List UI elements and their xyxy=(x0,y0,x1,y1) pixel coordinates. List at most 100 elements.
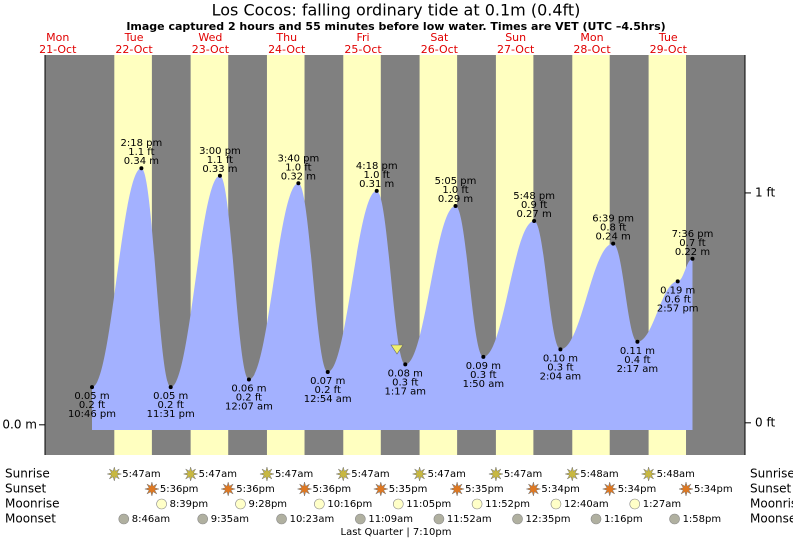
tide-label: 0.09 m xyxy=(466,361,501,372)
tide-label: 0.6 ft xyxy=(665,294,691,305)
tide-area xyxy=(91,168,693,430)
sunset-time: 5:34pm xyxy=(618,484,657,495)
tide-extreme-dot xyxy=(453,203,458,208)
tide-label: 0.11 m xyxy=(620,346,655,357)
tide-label: 0.32 m xyxy=(281,171,316,182)
tide-label: 0.7 ft xyxy=(679,238,705,249)
current-time-marker xyxy=(390,344,404,355)
day-name: Sat xyxy=(430,31,449,44)
sunrise-icon xyxy=(564,466,581,482)
day-date: 21-Oct xyxy=(39,43,77,56)
tide-label: 0.3 ft xyxy=(470,370,496,381)
sunset-time: 5:36pm xyxy=(160,484,199,495)
tide-label: 0.31 m xyxy=(359,179,394,190)
tide-extreme-dot xyxy=(481,354,486,359)
tide-label: 0.10 m xyxy=(543,353,578,364)
row-label: Moonrise xyxy=(750,497,793,511)
sunrise-time: 5:47am xyxy=(122,469,160,480)
tide-extreme-dot xyxy=(403,362,408,367)
moonrise-time: 8:39pm xyxy=(170,499,209,510)
sunset-time: 5:35pm xyxy=(465,484,504,495)
day-name: Mon xyxy=(46,31,69,44)
tide-label: 0.22 m xyxy=(675,247,710,258)
tide-label: 2:17 am xyxy=(617,364,659,375)
tide-extreme-dot xyxy=(217,173,222,178)
row-label: Sunrise xyxy=(5,467,50,481)
moonset-time: 10:23am xyxy=(290,514,335,525)
moonset-time: 8:46am xyxy=(132,514,170,525)
row-label: Moonset xyxy=(750,512,793,526)
sunrise-time: 5:48am xyxy=(657,469,695,480)
tide-label: 0.34 m xyxy=(124,156,159,167)
moonset-time: 11:09am xyxy=(368,514,413,525)
sunset-icon xyxy=(525,481,542,497)
day-name: Fri xyxy=(356,31,369,44)
tide-extreme-dot xyxy=(139,166,144,171)
moonrise-time: 11:05pm xyxy=(406,499,451,510)
tide-extreme-dot xyxy=(296,181,301,186)
moonrise-icon xyxy=(471,498,483,510)
tide-label: 0.19 m xyxy=(660,285,695,296)
tide-label: 0.3 ft xyxy=(547,362,573,373)
moonset-icon xyxy=(512,513,523,525)
tide-label: 0.05 m xyxy=(153,391,188,402)
tide-extreme-dot xyxy=(558,347,563,352)
tide-label: 11:31 pm xyxy=(147,409,195,420)
tide-label: 0.07 m xyxy=(310,376,345,387)
tide-label: 1.1 ft xyxy=(207,155,233,166)
sunset-icon xyxy=(296,481,313,497)
sunrise-icon xyxy=(258,466,275,482)
sunset-time: 5:36pm xyxy=(236,484,275,495)
sunset-icon xyxy=(220,481,237,497)
sunset-icon xyxy=(601,481,618,497)
row-label: Sunrise xyxy=(750,467,793,481)
row-label: Sunset xyxy=(5,482,46,496)
moonrise-icon xyxy=(314,498,325,510)
moonset-time: 11:52am xyxy=(447,514,492,525)
day-date: 23-Oct xyxy=(192,43,230,56)
sunset-icon xyxy=(449,481,466,497)
sunrise-icon xyxy=(182,466,199,482)
tide-label: 0.2 ft xyxy=(158,400,184,411)
tide-label: 5:48 pm xyxy=(513,191,555,202)
tide-label: 12:07 am xyxy=(225,402,273,413)
day-date: 25-Oct xyxy=(344,43,382,56)
day-name: Tue xyxy=(658,31,678,44)
tide-label: 5:05 pm xyxy=(435,176,477,187)
sunrise-time: 5:47am xyxy=(275,469,313,480)
sunrise-icon xyxy=(640,466,657,482)
tide-label: 0.06 m xyxy=(231,384,266,395)
tide-label: 6:39 pm xyxy=(592,214,634,225)
tide-label: 0.9 ft xyxy=(521,200,547,211)
sunset-icon xyxy=(372,481,389,497)
sunrise-icon xyxy=(411,466,428,482)
moonrise-icon xyxy=(235,498,246,510)
moonrise-time: 11:52pm xyxy=(485,499,530,510)
tide-label: 1.0 ft xyxy=(364,170,390,181)
tide-label: 0.33 m xyxy=(202,164,237,175)
chart-subtitle: Image captured 2 hours and 55 minutes be… xyxy=(126,20,665,33)
tide-label: 1.0 ft xyxy=(285,162,311,173)
sunrise-time: 5:47am xyxy=(199,469,237,480)
moonrise-icon xyxy=(392,498,404,510)
tide-label: 1.1 ft xyxy=(128,147,154,158)
moonrise-time: 9:28pm xyxy=(249,499,288,510)
sunset-time: 5:34pm xyxy=(541,484,580,495)
moonset-icon xyxy=(433,513,445,525)
moonset-icon xyxy=(590,513,602,525)
moonset-time: 1:16pm xyxy=(604,514,643,525)
tide-extreme-dot xyxy=(246,377,251,382)
moonset-icon xyxy=(118,513,130,525)
day-name: Thu xyxy=(275,31,297,44)
tide-label: 0.2 ft xyxy=(315,385,341,396)
moonrise-icon xyxy=(156,498,167,510)
tide-label: 0.05 m xyxy=(74,391,109,402)
row-label: Moonset xyxy=(5,512,56,526)
sunset-time: 5:35pm xyxy=(389,484,428,495)
tide-label: 0.08 m xyxy=(388,368,423,379)
moonset-icon xyxy=(197,513,209,525)
tide-label: 1:17 am xyxy=(385,386,427,397)
tide-label: 2:04 am xyxy=(540,371,582,382)
tide-label: 0.2 ft xyxy=(79,400,105,411)
